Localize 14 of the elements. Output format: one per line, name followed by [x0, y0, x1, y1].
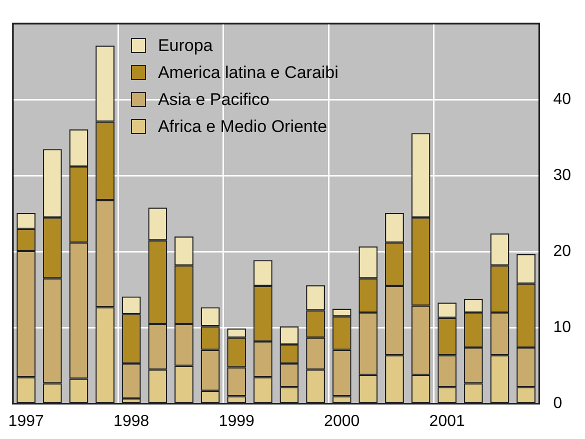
- y-tick-label: 0: [553, 395, 562, 412]
- y-tick-label: 10: [553, 319, 572, 336]
- x-tick-label: 1997: [8, 412, 44, 430]
- y-tick-label: 30: [553, 167, 572, 184]
- legend-label: America latina e Caraibi: [158, 62, 338, 84]
- x-tick-label: 1999: [218, 412, 254, 430]
- x-tick-label: 1998: [114, 412, 150, 430]
- legend-label: Europa: [158, 34, 213, 57]
- x-tick-label: 2001: [429, 412, 466, 430]
- y-tick-label: 20: [553, 243, 572, 260]
- x-tick-label: 2000: [324, 412, 360, 430]
- y-tick-label: 40: [553, 91, 572, 108]
- legend-label: Asia e Pacifico: [158, 88, 270, 111]
- legend-label: Africa e Medio Oriente: [158, 116, 328, 138]
